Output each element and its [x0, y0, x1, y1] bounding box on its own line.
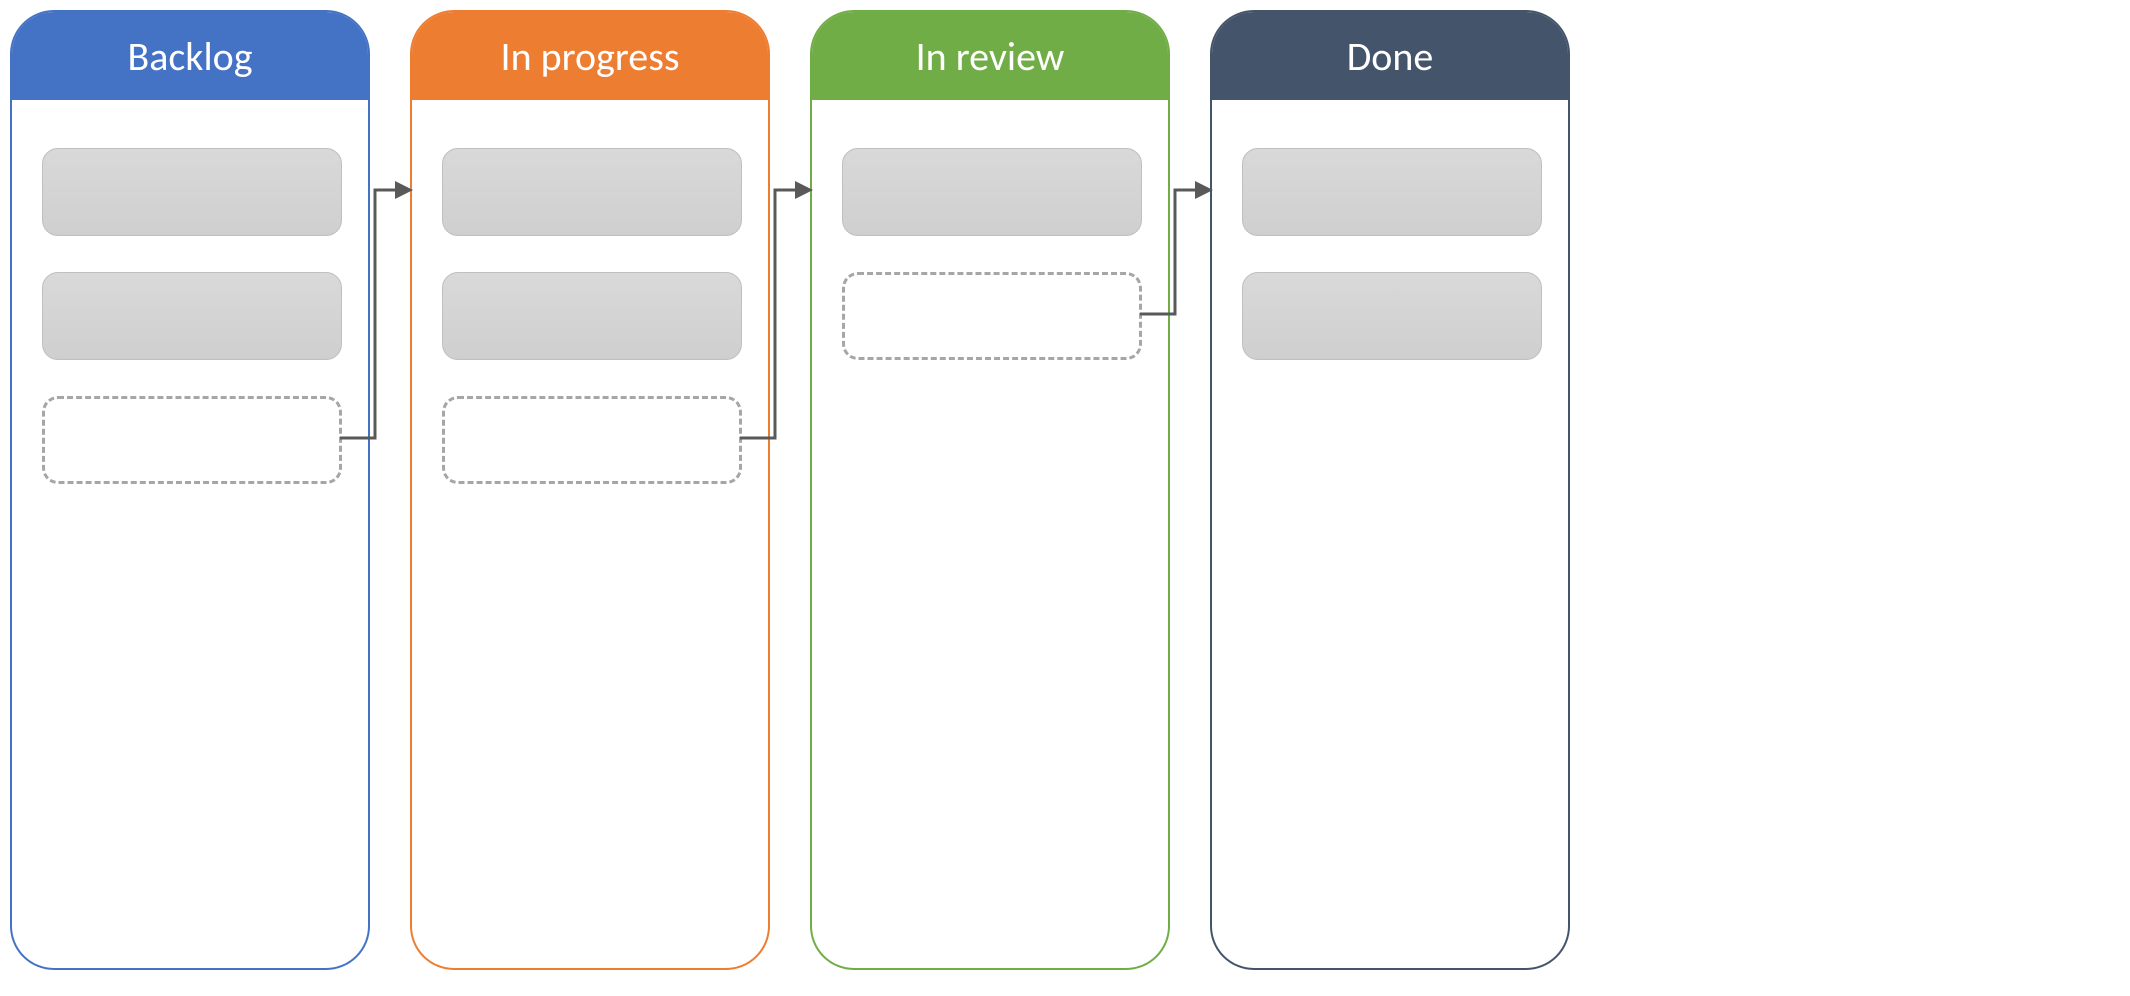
- column-header-done: Done: [1212, 12, 1568, 100]
- card[interactable]: [1242, 148, 1542, 236]
- column-header-in-progress: In progress: [412, 12, 768, 100]
- card[interactable]: [842, 148, 1142, 236]
- card[interactable]: [442, 148, 742, 236]
- card-placeholder[interactable]: [42, 396, 342, 484]
- column-backlog: Backlog: [10, 10, 370, 970]
- card[interactable]: [42, 148, 342, 236]
- column-header-in-review: In review: [812, 12, 1168, 100]
- kanban-board: BacklogIn progressIn reviewDone: [0, 0, 1560, 996]
- column-in-review: In review: [810, 10, 1170, 970]
- column-done: Done: [1210, 10, 1570, 970]
- card-placeholder[interactable]: [842, 272, 1142, 360]
- card[interactable]: [442, 272, 742, 360]
- column-header-backlog: Backlog: [12, 12, 368, 100]
- card[interactable]: [42, 272, 342, 360]
- card-placeholder[interactable]: [442, 396, 742, 484]
- column-in-progress: In progress: [410, 10, 770, 970]
- card[interactable]: [1242, 272, 1542, 360]
